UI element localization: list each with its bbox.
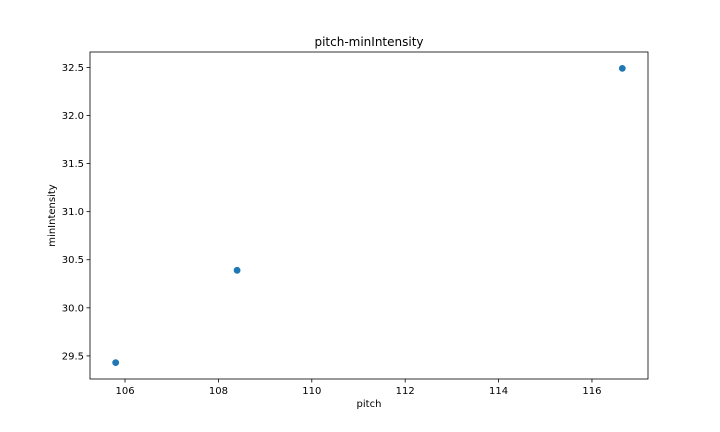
y-tick-label: 29.5: [62, 351, 84, 362]
x-axis-label: pitch: [357, 399, 382, 410]
x-tick-label: 114: [489, 386, 508, 397]
y-tick-label: 31.0: [62, 207, 84, 218]
data-point: [112, 359, 120, 367]
x-tick-label: 108: [209, 386, 228, 397]
x-tick-label: 112: [396, 386, 415, 397]
x-tick-label: 106: [115, 386, 134, 397]
y-tick-label: 31.5: [62, 159, 84, 170]
data-points: [112, 64, 626, 367]
y-axis: 29.5 30.0 30.5 31.0 31.5 32.0 32.5: [62, 63, 90, 362]
data-point: [233, 266, 241, 274]
x-tick-label: 110: [302, 386, 321, 397]
y-tick-label: 30.5: [62, 255, 84, 266]
chart-title: pitch-minIntensity: [314, 35, 423, 49]
plot-area: [89, 51, 649, 380]
x-tick-label: 116: [582, 386, 601, 397]
y-tick-label: 32.5: [62, 63, 84, 74]
x-axis: 106 108 110 112 114 116: [115, 379, 602, 397]
y-tick-label: 30.0: [62, 303, 84, 314]
y-tick-label: 32.0: [62, 111, 84, 122]
y-axis-label: minIntensity: [47, 184, 58, 246]
data-point: [618, 64, 626, 72]
